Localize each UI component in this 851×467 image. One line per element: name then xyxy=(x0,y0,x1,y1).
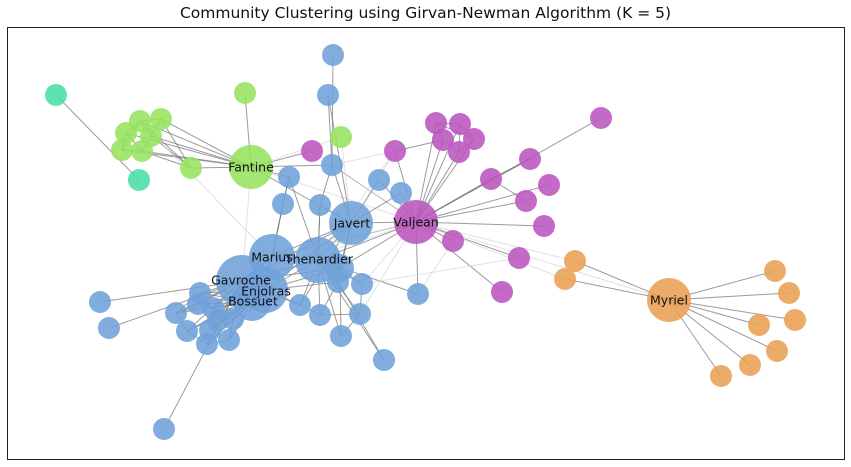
node-o4 xyxy=(778,282,800,304)
node-b21 xyxy=(165,302,187,324)
label-bossuet: Bossuet xyxy=(228,294,278,309)
edge-valjean-o2 xyxy=(415,221,566,280)
node-p14 xyxy=(442,230,464,252)
node-o9 xyxy=(710,365,732,387)
node-b1 xyxy=(322,44,344,66)
node-g4 xyxy=(150,108,172,130)
node-b6 xyxy=(390,182,412,204)
node-b29 xyxy=(199,319,221,341)
label-valjean: Valjean xyxy=(393,215,438,230)
node-b17 xyxy=(407,283,429,305)
node-b19 xyxy=(98,317,120,339)
node-o5 xyxy=(784,309,806,331)
node-p7 xyxy=(301,140,323,162)
node-b30 xyxy=(153,418,175,440)
node-p15 xyxy=(508,247,530,269)
node-o3 xyxy=(764,260,786,282)
node-javert xyxy=(329,201,373,245)
node-p8 xyxy=(590,107,612,129)
edge-marius-g3 xyxy=(139,120,273,258)
node-fantine xyxy=(229,145,273,189)
node-o6 xyxy=(748,314,770,336)
node-g1 xyxy=(234,82,256,104)
node-b3 xyxy=(321,154,343,176)
node-b8 xyxy=(309,194,331,216)
edge-valjean-o1 xyxy=(415,221,576,262)
plot-frame xyxy=(7,27,845,460)
node-b15 xyxy=(330,325,352,347)
node-b10 xyxy=(351,273,373,295)
node-b2 xyxy=(317,84,339,106)
node-b26 xyxy=(176,320,198,342)
label-thenardier: Thenardier xyxy=(284,252,354,267)
node-b5 xyxy=(368,169,390,191)
label-fantine: Fantine xyxy=(228,160,274,175)
node-p9 xyxy=(519,148,541,170)
node-p4 xyxy=(432,129,454,151)
label-javert: Javert xyxy=(333,216,371,231)
node-b11 xyxy=(327,271,349,293)
node-b4 xyxy=(278,166,300,188)
node-myriel xyxy=(647,278,691,322)
node-g9 xyxy=(180,157,202,179)
node-valjean xyxy=(394,200,438,244)
node-p11 xyxy=(538,174,560,196)
label-enjolras: Enjolras xyxy=(241,284,291,299)
node-p5 xyxy=(448,141,470,163)
node-p3 xyxy=(463,128,485,150)
node-t2 xyxy=(128,169,150,191)
edge-b1-b3 xyxy=(331,54,334,166)
node-o2 xyxy=(554,268,576,290)
node-p13 xyxy=(533,215,555,237)
node-p1 xyxy=(425,112,447,134)
node-b28 xyxy=(218,329,240,351)
node-b16 xyxy=(373,349,395,371)
node-b13 xyxy=(309,304,331,326)
node-labels: Fantine Javert Valjean Marius Thenardier… xyxy=(211,160,688,309)
node-b7 xyxy=(272,193,294,215)
node-t1 xyxy=(45,84,67,106)
node-bossuet xyxy=(233,283,271,321)
edge-b2-b3 xyxy=(327,94,333,166)
label-gavroche: Gavroche xyxy=(211,273,271,288)
label-myriel: Myriel xyxy=(650,293,688,308)
node-g2 xyxy=(330,126,352,148)
node-g7 xyxy=(111,139,133,161)
node-g5 xyxy=(115,122,137,144)
nodes xyxy=(45,44,806,440)
node-p6 xyxy=(384,140,406,162)
node-g8 xyxy=(131,140,153,162)
node-p2 xyxy=(449,113,471,135)
node-o1 xyxy=(564,250,586,272)
node-o7 xyxy=(766,340,788,362)
node-p10 xyxy=(480,168,502,190)
label-marius: Marius xyxy=(251,250,293,265)
node-p12 xyxy=(515,190,537,212)
node-p16 xyxy=(491,281,513,303)
edge-b10-p15 xyxy=(361,257,520,285)
node-o8 xyxy=(739,354,761,376)
edge-t1-t2 xyxy=(55,94,140,181)
chart-title: Community Clustering using Girvan-Newman… xyxy=(179,4,672,22)
node-b14 xyxy=(349,303,371,325)
node-b25 xyxy=(222,308,244,330)
node-b18 xyxy=(89,291,111,313)
node-b12 xyxy=(289,294,311,316)
